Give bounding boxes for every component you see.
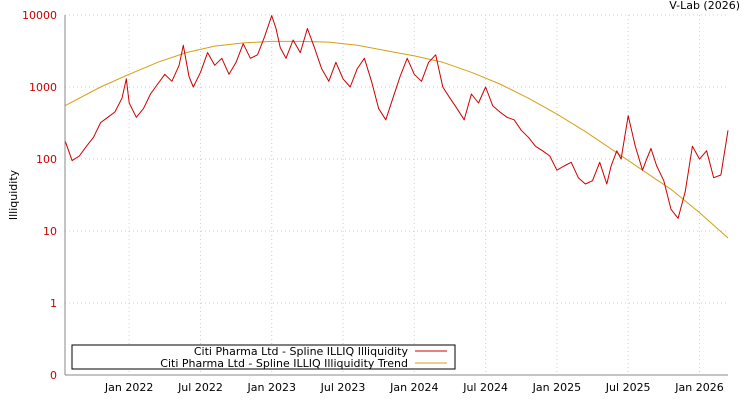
y-tick-label: 1000	[29, 81, 57, 94]
x-tick-label: Jan 2026	[674, 381, 723, 394]
x-tick-label: Jan 2025	[532, 381, 581, 394]
series-line-illiquidity	[64, 15, 729, 219]
x-tick-label: Jan 2024	[389, 381, 438, 394]
plot-area	[65, 15, 728, 375]
x-tick-label: Jul 2024	[462, 381, 508, 394]
legend: Citi Pharma Ltd - Spline ILLIQ Illiquidi…	[71, 344, 456, 370]
x-tick-label: Jul 2025	[605, 381, 651, 394]
x-tick-label: Jan 2022	[104, 381, 153, 394]
series-layer	[64, 15, 729, 239]
y-tick-label: 10000	[22, 9, 57, 22]
y-tick-label: 1	[50, 297, 57, 310]
x-tick-label: Jan 2023	[247, 381, 296, 394]
y-tick-label: 0	[50, 369, 57, 382]
x-tick-label: Jul 2022	[177, 381, 223, 394]
x-tick-label: Jul 2023	[320, 381, 366, 394]
credit-label: V-Lab (2026)	[669, 0, 740, 12]
y-tick-label: 10	[43, 225, 57, 238]
y-axis-label: Illiquidity	[7, 169, 20, 220]
legend-entry-illiquidity: Citi Pharma Ltd - Spline ILLIQ Illiquidi…	[194, 345, 409, 358]
y-tick-label: 100	[36, 153, 57, 166]
grid	[65, 14, 728, 375]
legend-box	[71, 344, 456, 370]
legend-entry-trend: Citi Pharma Ltd - Spline ILLIQ Illiquidi…	[160, 357, 408, 370]
x-tick-labels: Jan 2022 Jul 2022 Jan 2023 Jul 2023 Jan 2024…	[104, 381, 724, 394]
